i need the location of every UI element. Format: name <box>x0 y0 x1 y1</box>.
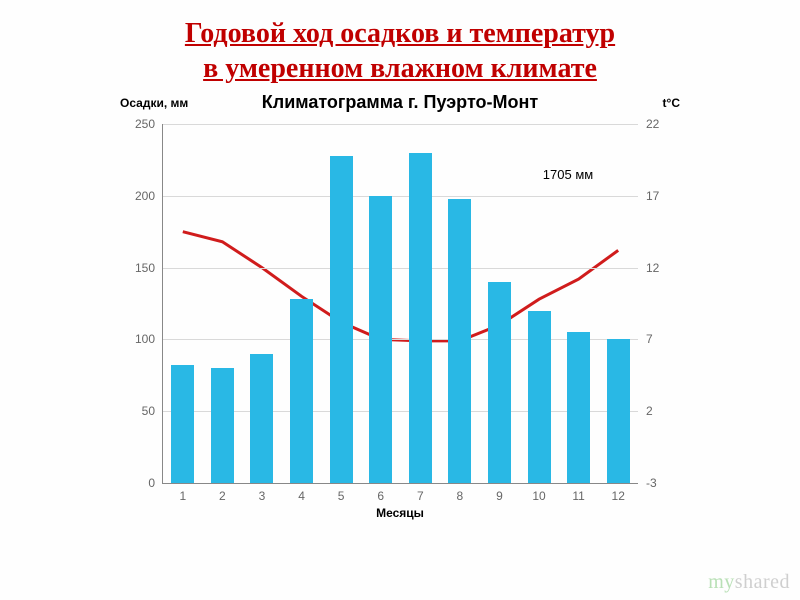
y-left-tick: 50 <box>142 404 163 418</box>
precip-bar <box>171 365 194 483</box>
slide: Годовой ход осадков и температур в умере… <box>0 0 800 600</box>
x-tick: 7 <box>417 483 424 503</box>
precip-bar <box>211 368 234 483</box>
precip-bar <box>369 196 392 483</box>
precip-bar <box>528 311 551 483</box>
precip-bar <box>409 153 432 483</box>
y-left-tick: 200 <box>135 189 163 203</box>
precip-bar <box>488 282 511 483</box>
precip-bar <box>567 332 590 483</box>
gridline <box>163 268 638 269</box>
title-line2: в умеренном влажном климате <box>32 51 768 86</box>
y-right-tick: 7 <box>638 332 653 346</box>
y-left-tick: 150 <box>135 261 163 275</box>
x-tick: 5 <box>338 483 345 503</box>
total-precip-annotation: 1705 мм <box>543 167 593 182</box>
x-tick: 8 <box>457 483 464 503</box>
watermark: myshared <box>708 571 790 594</box>
y-left-label: Осадки, мм <box>120 96 188 110</box>
y-left-tick: 250 <box>135 117 163 131</box>
y-right-tick: 22 <box>638 117 659 131</box>
gridline <box>163 196 638 197</box>
y-right-tick: 17 <box>638 189 659 203</box>
climatogram-chart: Климатограмма г. Пуэрто-Монт Осадки, мм … <box>90 96 710 516</box>
y-right-label: t°C <box>663 96 680 110</box>
precip-bar <box>607 339 630 483</box>
y-left-tick: 100 <box>135 332 163 346</box>
watermark-part2: shared <box>735 571 790 593</box>
x-tick: 10 <box>532 483 545 503</box>
x-tick: 6 <box>377 483 384 503</box>
precip-bar <box>448 199 471 483</box>
x-tick: 4 <box>298 483 305 503</box>
y-right-tick: 12 <box>638 261 659 275</box>
slide-title: Годовой ход осадков и температур в умере… <box>32 16 768 86</box>
y-right-tick: 2 <box>638 404 653 418</box>
title-line1: Годовой ход осадков и температур <box>185 18 615 49</box>
watermark-part1: my <box>708 571 735 593</box>
x-tick: 9 <box>496 483 503 503</box>
x-tick: 3 <box>259 483 266 503</box>
precip-bar <box>290 299 313 483</box>
precip-bar <box>330 156 353 483</box>
x-tick: 2 <box>219 483 226 503</box>
x-tick: 11 <box>572 483 584 503</box>
x-axis-label: Месяцы <box>90 506 710 520</box>
precip-bar <box>250 354 273 483</box>
gridline <box>163 124 638 125</box>
x-tick: 1 <box>179 483 186 503</box>
y-left-tick: 0 <box>148 476 163 490</box>
y-right-tick: -3 <box>638 476 657 490</box>
x-tick: 12 <box>612 483 625 503</box>
